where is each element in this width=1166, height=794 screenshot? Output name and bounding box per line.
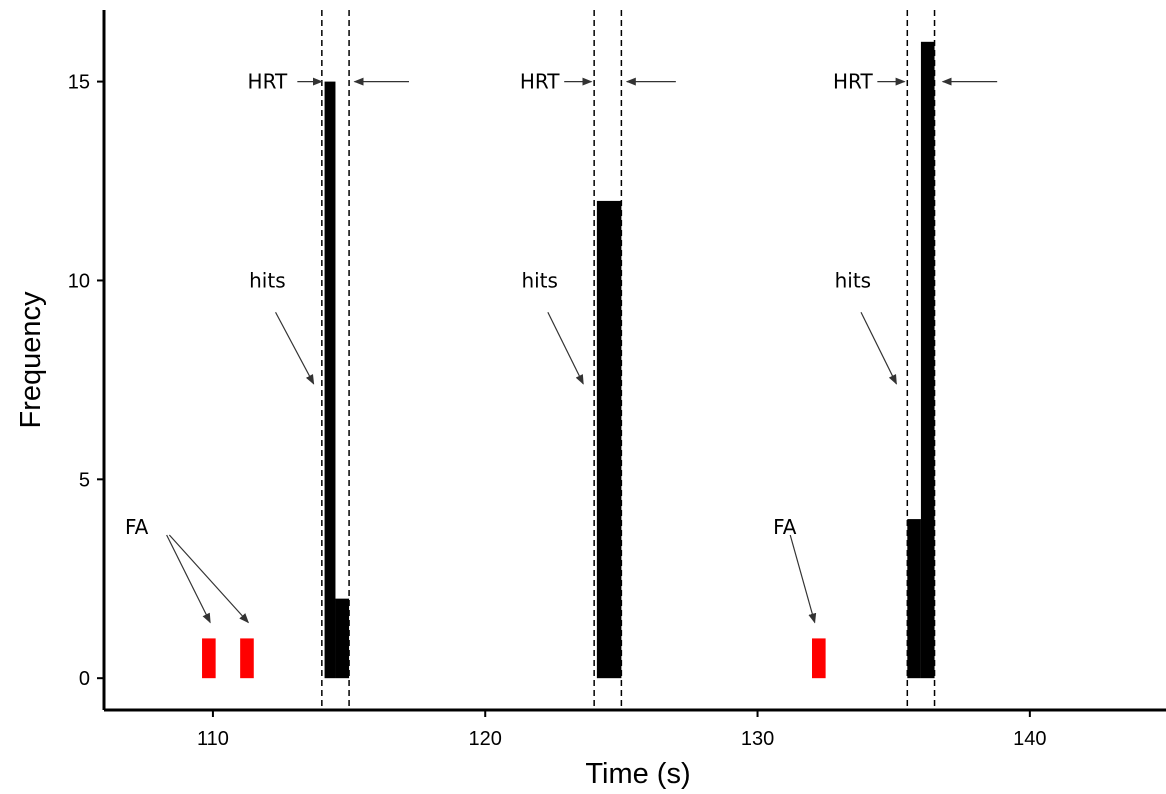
hit-bar: [335, 598, 350, 679]
axes: 110 120 130 140 0 5 10 15: [68, 10, 1166, 750]
hits-label: hits: [835, 268, 872, 292]
x-axis-title: Time (s): [585, 758, 690, 790]
hit-bar: [907, 519, 921, 679]
hit-bar: [324, 81, 336, 679]
y-tick-label: 10: [68, 270, 90, 292]
hits-arrow: [547, 312, 584, 385]
hits-label: hits: [521, 268, 558, 292]
y-tick-label: 0: [79, 668, 90, 690]
hit-bar: [920, 41, 935, 679]
hits-label: hits: [249, 268, 286, 292]
x-tick-label: 120: [469, 728, 502, 750]
fa-label: FA: [125, 515, 149, 539]
x-tick-label: 130: [741, 728, 774, 750]
hits-arrow: [275, 311, 315, 385]
fa-label: FA: [773, 515, 797, 539]
window-lines: [321, 10, 936, 710]
hit-bar: [596, 200, 622, 679]
annotations: HRT HRT HRT hits hits hits FA FA: [125, 70, 998, 624]
bars: [202, 41, 935, 679]
hrt-label: HRT: [248, 70, 288, 94]
fa-bar: [240, 638, 254, 679]
fa-bar: [202, 638, 216, 679]
hrt-label: HRT: [833, 70, 873, 94]
fa-arrow: [789, 534, 817, 624]
x-tick-label: 110: [197, 728, 229, 750]
fa-bar: [812, 638, 826, 679]
fa-arrow: [168, 534, 249, 624]
hrt-label: HRT: [520, 70, 560, 94]
y-tick-label: 5: [79, 469, 90, 491]
hits-arrow: [860, 312, 897, 385]
fa-arrow: [166, 534, 211, 624]
x-tick-label: 140: [1013, 728, 1046, 750]
y-axis-title: Frequency: [15, 291, 47, 429]
y-tick-label: 15: [68, 72, 90, 94]
